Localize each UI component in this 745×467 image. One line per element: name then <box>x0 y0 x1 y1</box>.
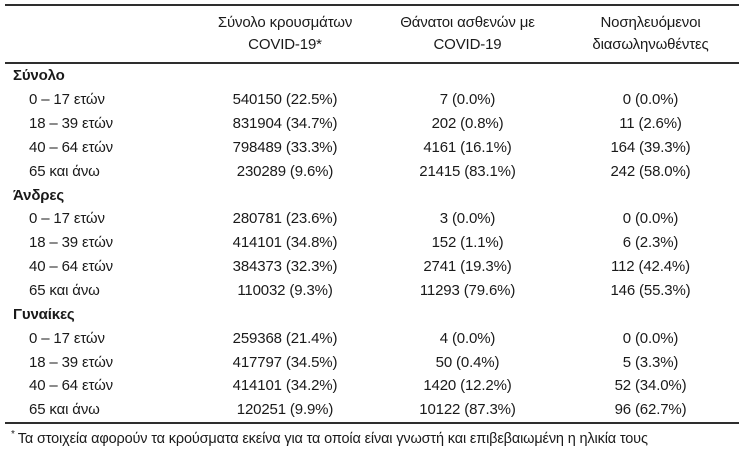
group-header-row-women: Γυναίκες <box>5 302 739 326</box>
column-header-line: Θάνατοι ασθενών με <box>400 14 535 31</box>
cases-value: 120251 (9.9%) <box>236 401 334 419</box>
table-row: 65 και άνω 110032 (9.3%) 11293 (79.6%) 1… <box>5 279 739 303</box>
footnote-text: Τα στοιχεία αφορούν τα κρούσματα εκείνα … <box>17 430 648 447</box>
table-row: 40 – 64 ετών 798489 (33.3%) 4161 (16.1%)… <box>5 136 739 160</box>
age-label: 18 – 39 ετών <box>29 115 114 133</box>
age-label: 0 – 17 ετών <box>29 91 105 109</box>
intubated-value: 52 (34.0%) <box>614 377 687 395</box>
cases-value: 110032 (9.3%) <box>237 282 333 300</box>
table-header-row: Σύνολο κρουσμάτων COVID-19* Θάνατοι ασθε… <box>5 4 739 64</box>
cases-value: 230289 (9.6%) <box>236 162 334 180</box>
table-row: 18 – 39 ετών 414101 (34.8%) 152 (1.1%) 6… <box>5 231 739 255</box>
group-label: Σύνολο <box>13 67 65 85</box>
group-label: Γυναίκες <box>13 305 75 323</box>
age-label: 65 και άνω <box>29 401 100 419</box>
intubated-value: 0 (0.0%) <box>622 210 679 228</box>
column-header-line: διασωληνωθέντες <box>592 36 709 53</box>
column-header-line: COVID-19* <box>248 36 322 53</box>
column-header-line: Σύνολο κρουσμάτων <box>217 14 353 31</box>
table-row: 0 – 17 ετών 540150 (22.5%) 7 (0.0%) 0 (0… <box>5 88 739 112</box>
deaths-value: 202 (0.8%) <box>431 115 504 133</box>
age-label: 40 – 64 ετών <box>29 258 114 276</box>
table-footnote: * Τα στοιχεία αφορούν τα κρούσματα εκείνα… <box>5 421 739 449</box>
age-label: 40 – 64 ετών <box>29 377 114 395</box>
deaths-value: 2741 (19.3%) <box>423 258 512 276</box>
table-row: 40 – 64 ετών 414101 (34.2%) 1420 (12.2%)… <box>5 374 739 398</box>
deaths-value: 10122 (87.3%) <box>419 401 516 419</box>
group-header-row-total: Σύνολο <box>5 64 739 88</box>
deaths-value: 3 (0.0%) <box>439 210 496 228</box>
deaths-value: 4 (0.0%) <box>439 329 496 347</box>
table-row: 65 και άνω 120251 (9.9%) 10122 (87.3%) 9… <box>5 398 739 422</box>
column-header-line: COVID-19 <box>433 36 502 53</box>
cases-value: 414101 (34.2%) <box>232 377 338 395</box>
intubated-value: 112 (42.4%) <box>611 258 690 276</box>
table-row: 65 και άνω 230289 (9.6%) 21415 (83.1%) 2… <box>5 159 739 183</box>
cases-value: 540150 (22.5%) <box>232 91 338 109</box>
cases-value: 259368 (21.4%) <box>232 329 338 347</box>
deaths-value: 21415 (83.1%) <box>419 162 516 180</box>
table-row: 40 – 64 ετών 384373 (32.3%) 2741 (19.3%)… <box>5 255 739 279</box>
age-label: 0 – 17 ετών <box>29 329 105 347</box>
intubated-value: 96 (62.7%) <box>614 401 687 419</box>
cases-value: 417797 (34.5%) <box>232 353 338 371</box>
intubated-value: 5 (3.3%) <box>622 353 679 371</box>
group-header-row-men: Άνδρες <box>5 183 739 207</box>
age-label: 65 και άνω <box>29 282 100 300</box>
column-header-total-cases: Σύνολο κρουσμάτων COVID-19* <box>197 12 373 56</box>
age-label: 65 και άνω <box>29 162 100 180</box>
table-row: 0 – 17 ετών 259368 (21.4%) 4 (0.0%) 0 (0… <box>5 326 739 350</box>
age-label: 18 – 39 ετών <box>29 353 114 371</box>
intubated-value: 242 (58.0%) <box>610 162 691 180</box>
cases-value: 384373 (32.3%) <box>232 258 338 276</box>
group-label: Άνδρες <box>13 186 65 204</box>
cases-value: 280781 (23.6%) <box>232 210 338 228</box>
column-header-deaths: Θάνατοι ασθενών με COVID-19 <box>373 12 562 56</box>
deaths-value: 11293 (79.6%) <box>419 282 516 300</box>
cases-value: 831904 (34.7%) <box>232 115 338 133</box>
column-header-line: Νοσηλευόμενοι <box>600 14 701 31</box>
column-header-intubated: Νοσηλευόμενοι διασωληνωθέντες <box>562 12 739 56</box>
table-body: Σύνολο 0 – 17 ετών 540150 (22.5%) 7 (0.0… <box>5 64 739 422</box>
intubated-value: 164 (39.3%) <box>610 138 691 156</box>
age-label: 0 – 17 ετών <box>29 210 105 228</box>
intubated-value: 6 (2.3%) <box>622 234 679 252</box>
cases-value: 414101 (34.8%) <box>232 234 338 252</box>
deaths-value: 1420 (12.2%) <box>423 377 512 395</box>
table-row: 18 – 39 ετών 831904 (34.7%) 202 (0.8%) 1… <box>5 112 739 136</box>
deaths-value: 50 (0.4%) <box>435 353 500 371</box>
age-label: 18 – 39 ετών <box>29 234 114 252</box>
intubated-value: 0 (0.0%) <box>622 91 679 109</box>
cases-value: 798489 (33.3%) <box>232 138 338 156</box>
covid-statistics-table: Σύνολο κρουσμάτων COVID-19* Θάνατοι ασθε… <box>5 4 739 449</box>
intubated-value: 11 (2.6%) <box>619 115 682 133</box>
deaths-value: 4161 (16.1%) <box>423 138 512 156</box>
intubated-value: 146 (55.3%) <box>610 282 691 300</box>
deaths-value: 152 (1.1%) <box>431 234 504 252</box>
intubated-value: 0 (0.0%) <box>622 329 679 347</box>
footnote-asterisk-marker: * <box>11 428 15 440</box>
table-row: 0 – 17 ετών 280781 (23.6%) 3 (0.0%) 0 (0… <box>5 207 739 231</box>
table-row: 18 – 39 ετών 417797 (34.5%) 50 (0.4%) 5 … <box>5 350 739 374</box>
age-label: 40 – 64 ετών <box>29 138 114 156</box>
deaths-value: 7 (0.0%) <box>439 91 496 109</box>
